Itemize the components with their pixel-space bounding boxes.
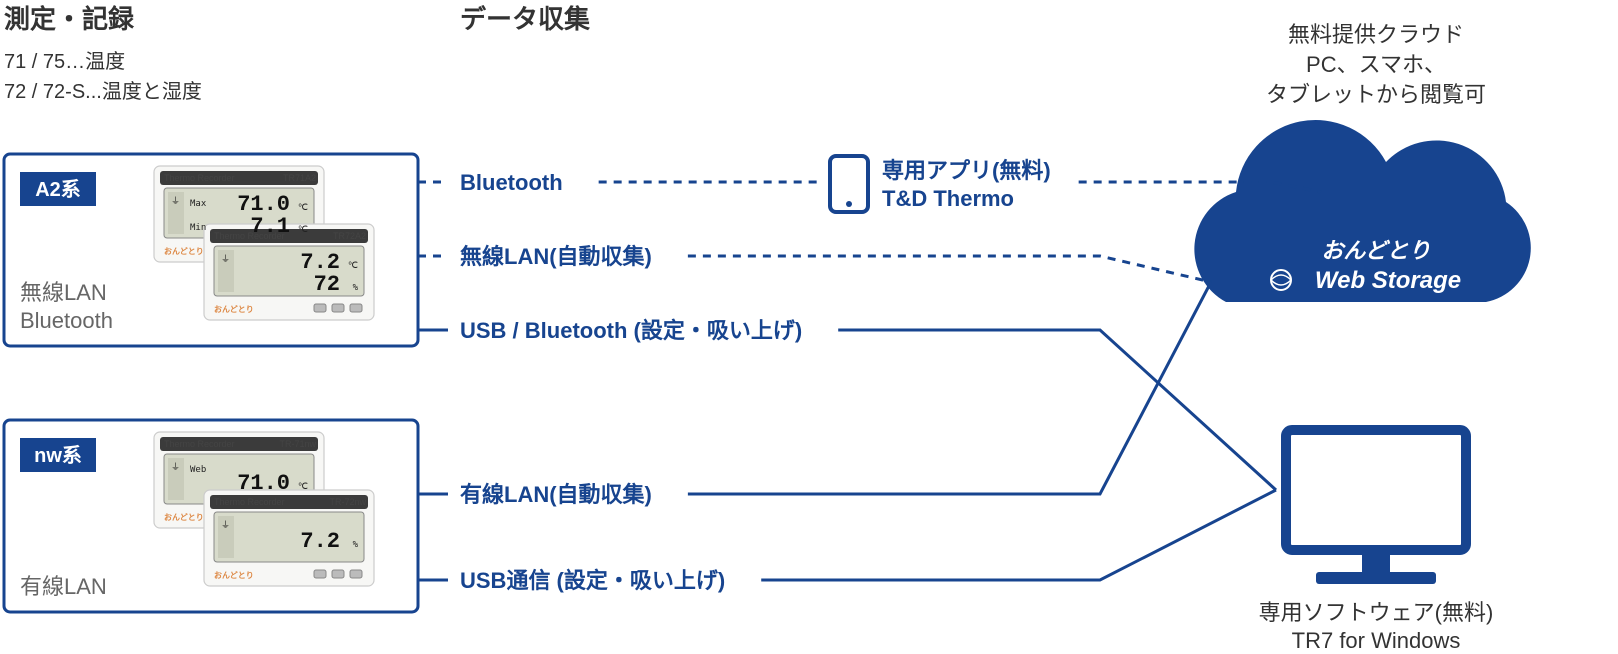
- cloud-heading-1: 無料提供クラウド: [1288, 22, 1464, 47]
- svg-text:℃: ℃: [348, 261, 358, 271]
- svg-text:Thermo Recorder: Thermo Recorder: [214, 497, 285, 507]
- svg-text:TR71A2: TR71A2: [283, 173, 316, 183]
- series-badge: nw系: [34, 444, 82, 467]
- svg-text:%: %: [353, 540, 359, 550]
- box-label-2: Bluetooth: [20, 308, 113, 333]
- conn-path-wlan: [688, 256, 1211, 282]
- svg-text:Max: Max: [190, 199, 207, 209]
- cloud-name-1: おんどとり: [1321, 238, 1430, 263]
- svg-text:℃: ℃: [298, 225, 308, 235]
- box-label-1: 有線LAN: [20, 574, 107, 599]
- svg-text:Thermo Recorder: Thermo Recorder: [164, 173, 235, 183]
- conn-label-lan: 有線LAN(自動収集): [460, 482, 652, 507]
- subheading-1: 71 / 75…温度: [4, 50, 125, 73]
- conn-label-usb: USB通信 (設定・吸い上げ): [460, 568, 725, 593]
- conn-path-usb_bt: [838, 330, 1276, 490]
- svg-text:おんどとり: おんどとり: [164, 246, 204, 256]
- connections: [418, 182, 1321, 580]
- series-badge: A2系: [35, 178, 81, 201]
- svg-text:おんどとり: おんどとり: [214, 570, 254, 580]
- cloud-heading-3: タブレットから閲覧可: [1266, 82, 1486, 107]
- heading-measure: 測定・記録: [4, 4, 135, 34]
- svg-text:Thermo Recorder: Thermo Recorder: [164, 439, 235, 449]
- conn-label-bt: Bluetooth: [460, 170, 563, 195]
- svg-text:7.2: 7.2: [300, 529, 340, 554]
- svg-text:⏚: ⏚: [171, 196, 180, 207]
- subheading-2: 72 / 72-S...温度と湿度: [4, 80, 202, 103]
- box-label-1: 無線LAN: [20, 280, 107, 305]
- phone-icon: [830, 156, 868, 212]
- conn-label-wlan: 無線LAN(自動収集): [460, 244, 652, 269]
- cloud-name-2: Web Storage: [1315, 267, 1461, 294]
- cloud-heading-2: PC、スマホ、: [1306, 52, 1446, 77]
- svg-text:⏚: ⏚: [221, 520, 230, 531]
- svg-text:Web: Web: [190, 465, 206, 475]
- phone-label-1: 専用アプリ(無料): [882, 158, 1051, 183]
- svg-text:TR72A2: TR72A2: [333, 231, 366, 241]
- svg-text:おんどとり: おんどとり: [164, 512, 204, 522]
- pc-icon: [1286, 430, 1466, 584]
- svg-text:TR-72nw: TR-72nw: [329, 497, 366, 507]
- conn-path-usb: [761, 490, 1276, 580]
- svg-text:%: %: [353, 283, 359, 293]
- svg-text:⏚: ⏚: [221, 254, 230, 265]
- svg-text:℃: ℃: [298, 203, 308, 213]
- pc-label-1: 専用ソフトウェア(無料): [1259, 600, 1494, 625]
- svg-text:℃: ℃: [298, 482, 308, 492]
- svg-text:71.0: 71.0: [237, 471, 290, 496]
- svg-text:Thermo Recorder: Thermo Recorder: [214, 231, 285, 241]
- svg-text:TR-71nw: TR-71nw: [279, 439, 316, 449]
- heading-collect: データ収集: [460, 4, 591, 34]
- svg-text:⏚: ⏚: [171, 462, 180, 473]
- phone-label-2: T&D Thermo: [882, 186, 1014, 211]
- conn-label-usb_bt: USB / Bluetooth (設定・吸い上げ): [460, 318, 802, 343]
- svg-text:おんどとり: おんどとり: [214, 304, 254, 314]
- pc-label-2: TR7 for Windows: [1292, 628, 1461, 653]
- conn-path-lan: [688, 282, 1211, 494]
- svg-text:72: 72: [314, 272, 340, 297]
- svg-text:Min: Min: [190, 223, 206, 233]
